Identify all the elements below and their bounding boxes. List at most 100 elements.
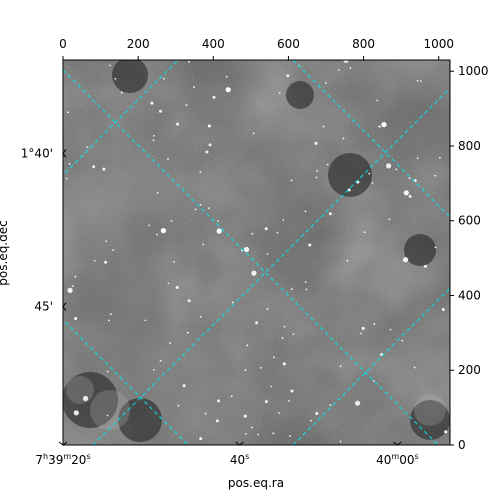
- star: [361, 326, 365, 330]
- star: [403, 257, 409, 263]
- star: [202, 243, 205, 246]
- star: [225, 75, 228, 78]
- star: [112, 249, 115, 252]
- star: [74, 317, 78, 320]
- star: [276, 231, 279, 234]
- star: [86, 146, 89, 148]
- star: [416, 157, 419, 160]
- dec-tick-label: 1°40': [21, 146, 53, 160]
- star: [290, 179, 293, 182]
- star: [212, 95, 216, 99]
- star: [347, 188, 351, 192]
- dec-tick-label: 45': [34, 300, 53, 314]
- star: [286, 74, 290, 78]
- star: [388, 218, 391, 221]
- star: [292, 333, 295, 336]
- right-tick-label: 200: [458, 363, 481, 377]
- star: [72, 285, 74, 287]
- star: [92, 165, 96, 169]
- star: [283, 325, 286, 328]
- star: [167, 158, 169, 160]
- star: [282, 362, 286, 366]
- star: [148, 224, 151, 227]
- star: [439, 156, 441, 159]
- star: [176, 122, 179, 126]
- star: [245, 433, 247, 435]
- dec-axis: 1°40' 45': [21, 146, 67, 314]
- star: [308, 243, 312, 247]
- star: [401, 339, 404, 342]
- star: [304, 210, 307, 213]
- star: [322, 125, 325, 128]
- right-pixel-axis: 0 200 400 600 800 1000: [450, 64, 489, 452]
- top-tick-label: 1000: [423, 37, 454, 51]
- star: [339, 365, 342, 368]
- star: [395, 168, 398, 171]
- star: [152, 134, 155, 137]
- star: [329, 404, 332, 406]
- star: [355, 400, 361, 406]
- star: [349, 67, 352, 69]
- star: [282, 219, 285, 221]
- dark-nebula: [328, 153, 372, 197]
- right-tick-label: 400: [458, 288, 481, 302]
- star: [163, 77, 165, 80]
- dark-nebula: [404, 234, 436, 266]
- bright-nebula: [66, 376, 94, 404]
- star: [199, 316, 202, 318]
- star: [278, 412, 280, 414]
- star: [266, 253, 269, 255]
- star: [169, 342, 172, 345]
- star: [177, 404, 180, 407]
- star: [346, 259, 349, 262]
- star: [378, 125, 380, 128]
- star: [251, 426, 253, 429]
- right-tick-label: 0: [458, 438, 466, 452]
- star: [152, 139, 155, 142]
- star: [186, 331, 189, 334]
- star: [106, 414, 109, 417]
- star: [343, 60, 349, 63]
- star: [310, 419, 312, 422]
- grid-line: [63, 69, 439, 445]
- ra-tick-label: 40m00s: [376, 452, 419, 467]
- right-tick-label: 1000: [458, 64, 489, 78]
- star: [65, 177, 68, 180]
- star: [381, 122, 387, 128]
- star: [159, 359, 162, 362]
- star: [272, 432, 275, 435]
- ra-tick-mark: [58, 441, 68, 446]
- star: [416, 79, 419, 82]
- star: [173, 261, 176, 263]
- star: [243, 246, 250, 253]
- top-tick-label: 800: [352, 37, 375, 51]
- top-tick-label: 400: [202, 37, 225, 51]
- star: [83, 395, 89, 402]
- star: [246, 344, 249, 347]
- x-axis-label: pos.eq.ra: [228, 476, 284, 490]
- right-tick-label: 800: [458, 139, 481, 153]
- star: [363, 231, 366, 234]
- star: [264, 227, 268, 231]
- star: [144, 319, 147, 322]
- grid-line: [63, 319, 189, 445]
- star: [231, 301, 234, 304]
- star: [444, 430, 448, 434]
- grid-line: [292, 60, 450, 218]
- star: [264, 400, 268, 404]
- star: [243, 414, 247, 418]
- star: [208, 143, 212, 147]
- star: [281, 337, 284, 340]
- grid-line: [63, 60, 179, 176]
- grid-line: [92, 87, 450, 445]
- star: [288, 400, 290, 402]
- star: [419, 80, 422, 82]
- star: [251, 270, 257, 276]
- dark-nebula: [410, 400, 450, 440]
- star: [328, 212, 332, 216]
- star: [389, 328, 392, 331]
- star: [342, 137, 345, 140]
- star: [194, 208, 197, 211]
- star: [102, 167, 106, 171]
- star: [305, 288, 308, 291]
